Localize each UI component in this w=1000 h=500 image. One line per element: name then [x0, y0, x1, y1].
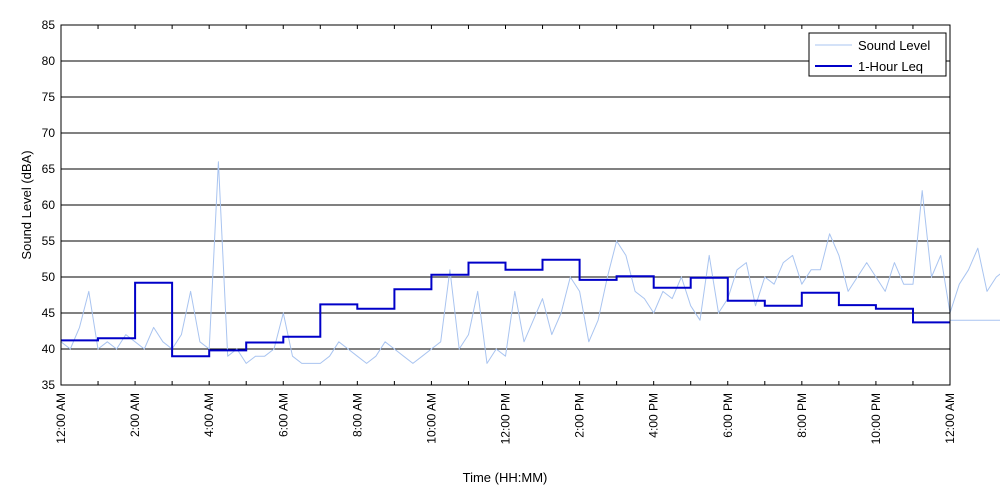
x-tick-label: 2:00 AM	[128, 393, 142, 437]
sound-level-series	[60, 161, 1000, 364]
x-tick-label: 10:00 AM	[424, 393, 438, 444]
x-axis: 12:00 AM 2:00 AM 4:00 AM 6:00 AM 8:00 AM 10:0…	[54, 25, 957, 444]
y-tick-label: 65	[42, 162, 56, 176]
x-tick-label: 10:00 PM	[869, 393, 883, 444]
y-tick-label: 40	[42, 342, 56, 356]
y-tick-label: 80	[42, 54, 56, 68]
y-tick-label: 55	[42, 234, 56, 248]
legend-box	[808, 32, 947, 77]
y-tick-label: 60	[42, 198, 56, 212]
y-axis-label: Sound Level (dBA)	[19, 150, 34, 259]
legend-label-sound-level: Sound Level	[858, 38, 930, 53]
x-tick-label: 8:00 PM	[795, 393, 809, 438]
x-tick-label: 6:00 PM	[721, 393, 735, 438]
x-tick-label: 12:00 AM	[54, 393, 68, 444]
x-tick-label: 8:00 AM	[350, 393, 364, 437]
y-tick-label: 35	[42, 378, 56, 392]
x-tick-label: 4:00 PM	[647, 393, 661, 438]
gridlines	[61, 60, 950, 350]
y-axis: 35 40 45 50 55 60 65 70 75 80 85	[42, 18, 950, 392]
y-tick-label: 45	[42, 306, 56, 320]
x-tick-label: 6:00 AM	[276, 393, 290, 437]
x-tick-label: 12:00 PM	[499, 393, 513, 444]
y-tick-label: 85	[42, 18, 56, 32]
leq-series	[61, 258, 950, 358]
legend: Sound Level 1-Hour Leq	[808, 32, 947, 77]
leq-step-line	[61, 258, 950, 358]
x-axis-label: Time (HH:MM)	[463, 470, 548, 485]
y-tick-label: 70	[42, 126, 56, 140]
x-tick-label: 12:00 AM	[943, 393, 957, 444]
y-tick-label: 75	[42, 90, 56, 104]
sound-level-line	[60, 161, 1000, 364]
y-tick-label: 50	[42, 270, 56, 284]
x-tick-label: 2:00 PM	[573, 393, 587, 438]
legend-label-leq: 1-Hour Leq	[858, 59, 923, 74]
x-tick-label: 4:00 AM	[202, 393, 216, 437]
